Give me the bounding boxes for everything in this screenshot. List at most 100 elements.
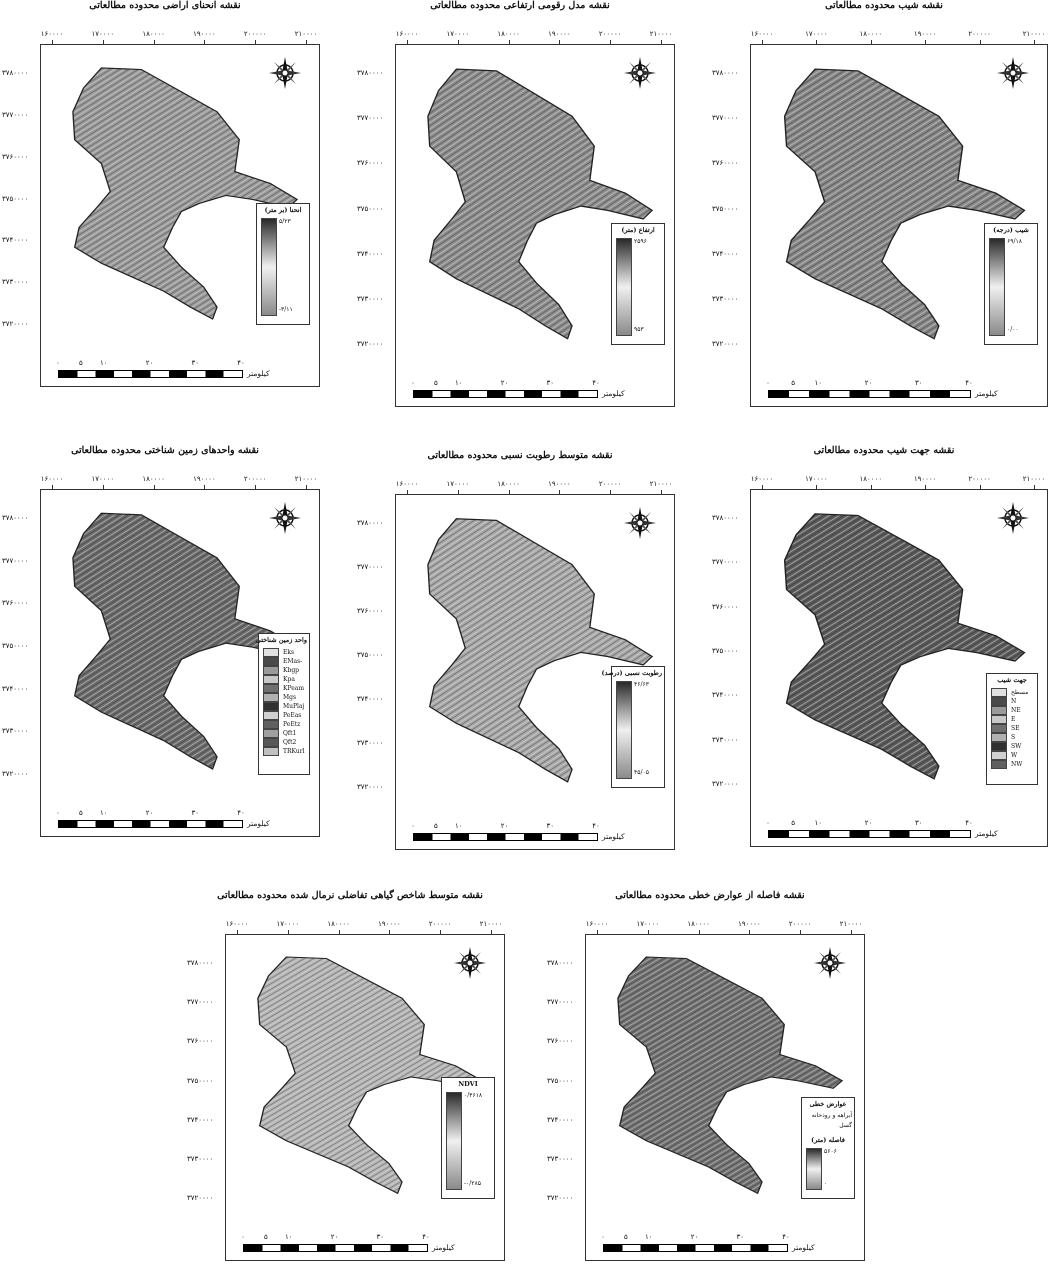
legend-class-label: SE [1011, 725, 1020, 732]
legend-class: W [991, 751, 1035, 760]
panel-curvature: نقشه انحنای اراضی محدوده مطالعاتی ۱۶۰۰۰۰ ۱… [0, 0, 330, 405]
x-tick-label: ۲۱۰۰۰۰ [294, 475, 318, 483]
scale-bar-blocks [603, 1244, 788, 1252]
x-tick-mark [979, 485, 981, 489]
x-tick-mark [559, 40, 561, 44]
map-title: نقشه واحدهای زمین شناختی محدوده مطالعاتی [71, 445, 259, 456]
x-tick-label: ۱۷۰۰۰۰ [446, 30, 470, 38]
scale-unit: کیلومتر [432, 1243, 455, 1252]
map-title: نقشه انحنای اراضی محدوده مطالعاتی [89, 0, 241, 11]
scale-tick-label: ۰ [241, 1233, 245, 1241]
y-tick-label: ۳۷۸۰۰۰۰ [187, 959, 214, 967]
map-title: نقشه شیب محدوده مطالعاتی [825, 0, 943, 11]
y-tick-label: ۳۷۲۰۰۰۰ [547, 1194, 574, 1202]
scale-tick-label: ۵ [791, 819, 796, 827]
x-tick-mark [647, 930, 649, 934]
legend-box: ارتفاع (متر) ۲۵۹۶ ۹۵۳ [611, 223, 665, 345]
legend-box: انحنا (بر متر) ۵/۲۳ -۳/۱۱ [256, 203, 310, 325]
legend-title: ارتفاع (متر) [621, 226, 655, 234]
scale-tick-label: ۲۰ [500, 379, 509, 387]
scale-bar: ۰ ۵ ۱۰ ۲۰ ۳۰ ۴۰ [241, 1233, 430, 1255]
y-tick-label: ۳۷۲۰۰۰۰ [2, 320, 29, 328]
x-tick-label: ۱۸۰۰۰۰ [859, 30, 883, 38]
x-tick-label: ۲۱۰۰۰۰ [479, 920, 503, 928]
scale-bar: ۰ ۵ ۱۰ ۲۰ ۳۰ ۴۰ [766, 819, 973, 841]
legend-class: Qft2 [263, 738, 307, 747]
scale-tick-label: ۴۰ [592, 822, 600, 830]
x-tick-label: ۲۱۰۰۰۰ [839, 920, 863, 928]
study-area-map [427, 518, 654, 783]
legend-class-label: PeEas [283, 712, 302, 719]
legend-box: رطوبت نسبی (درصد) ۴۶/۶۳ ۴۵/۰۵ [602, 666, 665, 788]
x-tick-label: ۱۷۰۰۰۰ [636, 920, 660, 928]
x-tick-mark [870, 485, 872, 489]
x-tick-mark [508, 40, 510, 44]
y-tick-label: ۳۷۴۰۰۰۰ [2, 684, 29, 693]
panel-slope: نقشه شیب محدوده مطالعاتی ۱۶۰۰۰۰ ۱۷۰۰۰۰ ۱۸۰۰… [710, 0, 1058, 425]
scale-bar: ۰ ۵ ۱۰ ۲۰ ۳۰ ۴۰ [56, 359, 245, 381]
legend-swatch [991, 688, 1007, 697]
legend-swatch [991, 742, 1007, 751]
north-arrow-icon [996, 501, 1030, 535]
scale-tick-label: ۱۰ [644, 1233, 653, 1241]
x-tick-label: ۲۰۰۰۰۰ [243, 30, 267, 38]
legend-swatch [263, 666, 279, 675]
scale-tick-label: ۵ [433, 822, 438, 830]
legend-class: TRKurl [263, 747, 307, 756]
legend-swatch [991, 706, 1007, 715]
x-tick-mark [204, 485, 206, 489]
scale-tick-label: ۱۰ [454, 379, 463, 387]
x-tick-mark [255, 40, 257, 44]
y-tick-label: ۳۷۷۰۰۰۰ [2, 556, 29, 565]
scale-unit: کیلومتر [792, 1243, 815, 1252]
legend-class-label: Qft2 [283, 739, 297, 746]
scale-tick-label: ۴۰ [237, 359, 245, 367]
x-tick-label: ۱۶۰۰۰۰ [225, 920, 249, 928]
y-tick-label: ۳۷۳۰۰۰۰ [357, 739, 384, 747]
legend-max-value: ۰/۴۶۱۸ [464, 1092, 483, 1099]
scale-tick-label: ۰ [766, 379, 770, 387]
x-tick-mark [1034, 485, 1035, 489]
y-tick-label: ۳۷۴۰۰۰۰ [187, 1115, 214, 1124]
x-tick-mark [979, 40, 981, 44]
scale-bar-blocks [413, 833, 598, 841]
legend-swatch [263, 648, 279, 657]
x-tick-mark [204, 40, 206, 44]
scale-tick-label: ۵ [263, 1233, 268, 1241]
y-tick-label: ۳۷۶۰۰۰۰ [2, 599, 29, 608]
legend-class: S [991, 733, 1035, 742]
legend-swatch [991, 724, 1007, 733]
x-tick-label: ۱۸۰۰۰۰ [142, 30, 165, 38]
legend-swatch [263, 711, 279, 720]
legend-class-label: NW [1011, 761, 1023, 768]
x-tick-mark [407, 490, 408, 494]
north-arrow-icon [453, 946, 487, 980]
scale-tick-label: ۳۰ [736, 1233, 745, 1241]
x-tick-label: ۲۱۰۰۰۰ [1022, 30, 1046, 38]
x-tick-label: ۱۶۰۰۰۰ [585, 920, 609, 928]
x-tick-mark [389, 930, 391, 934]
legend-color-ramp [616, 681, 632, 779]
scale-tick-label: ۳۰ [191, 359, 200, 367]
y-tick-label: ۳۷۷۰۰۰۰ [2, 110, 29, 119]
legend-swatch [263, 729, 279, 738]
legend-class: EMas-sb [263, 657, 307, 673]
y-tick-label: ۳۷۲۰۰۰۰ [712, 780, 739, 788]
x-tick-label: ۲۰۰۰۰۰ [598, 30, 622, 38]
legend-class-label: مسطح [1011, 689, 1029, 696]
legend-class-label: Kbgp [283, 667, 300, 674]
y-tick-label: ۳۷۵۰۰۰۰ [547, 1076, 574, 1085]
scale-tick-label: ۳۰ [191, 809, 200, 817]
x-tick-mark [52, 40, 53, 44]
panel-humidity: نقشه متوسط رطوبت نسبی محدوده مطالعاتی ۱۶۰… [355, 450, 685, 868]
x-tick-mark [800, 930, 802, 934]
x-tick-label: ۱۹۰۰۰۰ [548, 30, 571, 38]
legend-class-label: Mgs [283, 694, 297, 701]
x-tick-mark [762, 485, 763, 489]
x-tick-mark [102, 40, 104, 44]
y-tick-label: ۳۷۳۰۰۰۰ [187, 1154, 214, 1163]
legend-class: SE [991, 724, 1035, 733]
y-tick-label: ۳۷۷۰۰۰۰ [357, 563, 384, 571]
legend-class-label: S [1011, 734, 1016, 741]
x-tick-mark [610, 490, 612, 494]
